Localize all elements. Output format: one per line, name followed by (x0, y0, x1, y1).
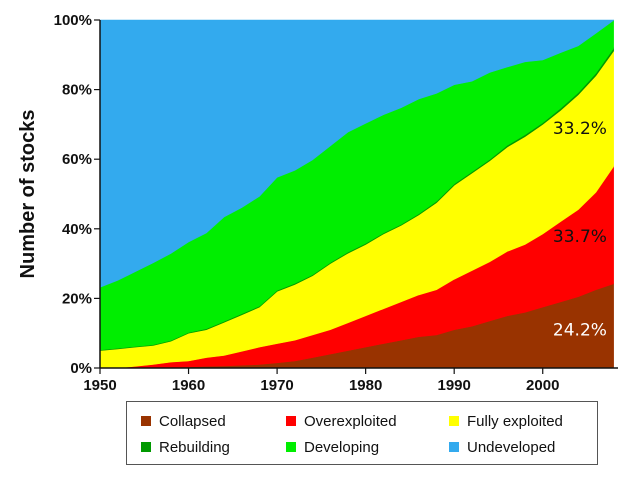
legend-label-rebuilding: Rebuilding (159, 438, 230, 456)
legend-item-overexploited: Overexploited (286, 411, 397, 431)
legend-swatch-undeveloped (449, 442, 459, 452)
legend-item-undeveloped: Undeveloped (449, 437, 555, 457)
x-tick-label: 1960 (172, 377, 205, 394)
legend-item-developing: Developing (286, 437, 379, 457)
annotation-label: 24.2% (553, 321, 607, 341)
legend: Collapsed Overexploited Fully exploited … (126, 401, 598, 465)
y-tick-label: 20% (62, 290, 92, 307)
y-tick-label: 60% (62, 151, 92, 168)
stacked-area-chart: 0% 20% 40% 60% 80% 100% 1950 1960 1970 1980 1990 2… (17, 12, 618, 394)
y-tick-label: 100% (54, 12, 92, 29)
x-tick-label: 1950 (83, 377, 116, 394)
legend-label-developing: Developing (304, 438, 380, 456)
y-ticks: 0% 20% 40% 60% 80% 100% (54, 12, 100, 377)
legend-label-overexploited: Overexploited (304, 412, 397, 430)
axes (99, 20, 618, 369)
legend-label-undeveloped: Undeveloped (467, 438, 556, 456)
legend-label-fully-exploited: Fully exploited (467, 412, 563, 430)
legend-swatch-developing (286, 442, 296, 452)
x-tick-label: 1970 (260, 377, 293, 394)
x-ticks: 1950 1960 1970 1980 1990 2000 (83, 368, 559, 394)
legend-swatch-rebuilding (141, 442, 151, 452)
annotation-label: 33.7% (553, 227, 607, 247)
x-tick-label: 2000 (526, 377, 559, 394)
legend-swatch-overexploited (286, 416, 296, 426)
x-tick-label: 1990 (438, 377, 471, 394)
y-tick-label: 80% (62, 82, 92, 99)
legend-label-collapsed: Collapsed (159, 412, 226, 430)
y-axis-label: Number of stocks (17, 110, 39, 279)
y-tick-label: 0% (70, 360, 92, 377)
area-layers (99, 19, 614, 369)
legend-swatch-collapsed (141, 416, 151, 426)
legend-item-collapsed: Collapsed (141, 411, 226, 431)
legend-swatch-fully-exploited (449, 416, 459, 426)
legend-item-fully-exploited: Fully exploited (449, 411, 563, 431)
x-tick-label: 1980 (349, 377, 382, 394)
value-annotations: 33.2% 33.7% 24.2% (553, 119, 607, 341)
legend-item-rebuilding: Rebuilding (141, 437, 230, 457)
y-tick-label: 40% (62, 221, 92, 238)
annotation-label: 33.2% (553, 119, 607, 139)
area-undeveloped (99, 19, 614, 288)
